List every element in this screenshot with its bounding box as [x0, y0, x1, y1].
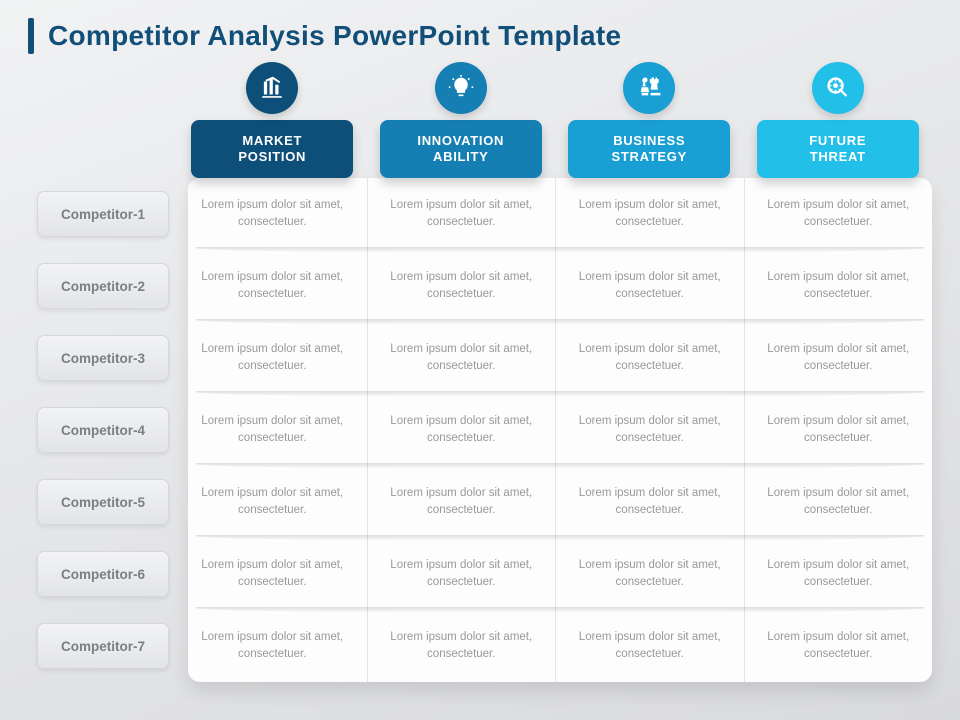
matrix-cell-text: Lorem ipsum dolor sit amet, consectetuer… — [759, 197, 919, 230]
chess-icon — [623, 62, 675, 114]
search-bug-icon — [812, 62, 864, 114]
column-header-label: BUSINESS STRATEGY — [568, 120, 730, 178]
matrix-grid: MARKET POSITION INNOVATION ABILITY BUSINES… — [28, 62, 932, 682]
matrix-cell-text: Lorem ipsum dolor sit amet, consectetuer… — [382, 269, 542, 302]
matrix-cell: Lorem ipsum dolor sit amet, consectetuer… — [744, 394, 933, 466]
bar-chart-icon — [246, 62, 298, 114]
matrix-cell-text: Lorem ipsum dolor sit amet, consectetuer… — [192, 629, 352, 662]
matrix-cell: Lorem ipsum dolor sit amet, consectetuer… — [367, 466, 556, 538]
matrix-cell: Lorem ipsum dolor sit amet, consectetuer… — [555, 394, 744, 466]
header-spacer — [28, 62, 178, 178]
row-label: Competitor-5 — [28, 466, 178, 538]
matrix-cell: Lorem ipsum dolor sit amet, consectetuer… — [367, 322, 556, 394]
matrix-cell-text: Lorem ipsum dolor sit amet, consectetuer… — [382, 629, 542, 662]
matrix-cell: Lorem ipsum dolor sit amet, consectetuer… — [178, 466, 367, 538]
matrix-cell: Lorem ipsum dolor sit amet, consectetuer… — [555, 466, 744, 538]
slide: Competitor Analysis PowerPoint Template … — [0, 0, 960, 720]
matrix-cell: Lorem ipsum dolor sit amet, consectetuer… — [367, 250, 556, 322]
row-label-pill: Competitor-7 — [37, 623, 169, 669]
matrix-cell: Lorem ipsum dolor sit amet, consectetuer… — [744, 538, 933, 610]
matrix-cell: Lorem ipsum dolor sit amet, consectetuer… — [555, 610, 744, 682]
row-label-pill: Competitor-3 — [37, 335, 169, 381]
matrix-cell: Lorem ipsum dolor sit amet, consectetuer… — [178, 394, 367, 466]
matrix-cell-text: Lorem ipsum dolor sit amet, consectetuer… — [759, 629, 919, 662]
matrix-cell: Lorem ipsum dolor sit amet, consectetuer… — [555, 250, 744, 322]
matrix-cell-text: Lorem ipsum dolor sit amet, consectetuer… — [759, 557, 919, 590]
matrix-cell: Lorem ipsum dolor sit amet, consectetuer… — [367, 178, 556, 250]
column-header: INNOVATION ABILITY — [367, 62, 556, 178]
title-wrap: Competitor Analysis PowerPoint Template — [28, 18, 932, 54]
row-label: Competitor-1 — [28, 178, 178, 250]
column-header: BUSINESS STRATEGY — [555, 62, 744, 178]
matrix-cell: Lorem ipsum dolor sit amet, consectetuer… — [744, 466, 933, 538]
matrix-cell-text: Lorem ipsum dolor sit amet, consectetuer… — [192, 269, 352, 302]
column-header-label: INNOVATION ABILITY — [380, 120, 542, 178]
row-label: Competitor-3 — [28, 322, 178, 394]
matrix-cell-text: Lorem ipsum dolor sit amet, consectetuer… — [570, 629, 730, 662]
column-header-label: MARKET POSITION — [191, 120, 353, 178]
matrix-cell-text: Lorem ipsum dolor sit amet, consectetuer… — [759, 269, 919, 302]
matrix-cell-text: Lorem ipsum dolor sit amet, consectetuer… — [382, 197, 542, 230]
matrix-cell: Lorem ipsum dolor sit amet, consectetuer… — [744, 178, 933, 250]
matrix-cell-text: Lorem ipsum dolor sit amet, consectetuer… — [570, 341, 730, 374]
matrix-cell-text: Lorem ipsum dolor sit amet, consectetuer… — [192, 485, 352, 518]
competitor-matrix: MARKET POSITION INNOVATION ABILITY BUSINES… — [28, 62, 932, 682]
row-label: Competitor-2 — [28, 250, 178, 322]
row-label-pill: Competitor-2 — [37, 263, 169, 309]
matrix-cell-text: Lorem ipsum dolor sit amet, consectetuer… — [759, 341, 919, 374]
matrix-cell: Lorem ipsum dolor sit amet, consectetuer… — [744, 610, 933, 682]
matrix-cell-text: Lorem ipsum dolor sit amet, consectetuer… — [570, 557, 730, 590]
matrix-cell-text: Lorem ipsum dolor sit amet, consectetuer… — [759, 485, 919, 518]
matrix-cell: Lorem ipsum dolor sit amet, consectetuer… — [178, 610, 367, 682]
matrix-cell-text: Lorem ipsum dolor sit amet, consectetuer… — [570, 485, 730, 518]
matrix-cell: Lorem ipsum dolor sit amet, consectetuer… — [367, 538, 556, 610]
matrix-cell-text: Lorem ipsum dolor sit amet, consectetuer… — [192, 557, 352, 590]
matrix-cell: Lorem ipsum dolor sit amet, consectetuer… — [744, 322, 933, 394]
matrix-cell-text: Lorem ipsum dolor sit amet, consectetuer… — [570, 197, 730, 230]
matrix-cell-text: Lorem ipsum dolor sit amet, consectetuer… — [192, 341, 352, 374]
row-label-pill: Competitor-1 — [37, 191, 169, 237]
matrix-cell: Lorem ipsum dolor sit amet, consectetuer… — [555, 538, 744, 610]
row-label: Competitor-4 — [28, 394, 178, 466]
matrix-cell: Lorem ipsum dolor sit amet, consectetuer… — [367, 394, 556, 466]
matrix-cell: Lorem ipsum dolor sit amet, consectetuer… — [555, 178, 744, 250]
matrix-cell: Lorem ipsum dolor sit amet, consectetuer… — [178, 322, 367, 394]
matrix-cell-text: Lorem ipsum dolor sit amet, consectetuer… — [382, 557, 542, 590]
matrix-cell: Lorem ipsum dolor sit amet, consectetuer… — [178, 178, 367, 250]
matrix-cell-text: Lorem ipsum dolor sit amet, consectetuer… — [382, 413, 542, 446]
column-header-label: FUTURE THREAT — [757, 120, 919, 178]
title-accent-bar — [28, 18, 34, 54]
column-header: MARKET POSITION — [178, 62, 367, 178]
matrix-cell: Lorem ipsum dolor sit amet, consectetuer… — [178, 250, 367, 322]
matrix-cell-text: Lorem ipsum dolor sit amet, consectetuer… — [192, 197, 352, 230]
slide-title: Competitor Analysis PowerPoint Template — [48, 20, 621, 52]
matrix-cell-text: Lorem ipsum dolor sit amet, consectetuer… — [759, 413, 919, 446]
matrix-cell-text: Lorem ipsum dolor sit amet, consectetuer… — [382, 341, 542, 374]
row-label: Competitor-6 — [28, 538, 178, 610]
matrix-cell: Lorem ipsum dolor sit amet, consectetuer… — [555, 322, 744, 394]
column-header: FUTURE THREAT — [744, 62, 933, 178]
matrix-cell-text: Lorem ipsum dolor sit amet, consectetuer… — [192, 413, 352, 446]
row-label-pill: Competitor-4 — [37, 407, 169, 453]
row-label-pill: Competitor-6 — [37, 551, 169, 597]
matrix-cell: Lorem ipsum dolor sit amet, consectetuer… — [178, 538, 367, 610]
lightbulb-icon — [435, 62, 487, 114]
matrix-cell-text: Lorem ipsum dolor sit amet, consectetuer… — [570, 413, 730, 446]
row-label: Competitor-7 — [28, 610, 178, 682]
matrix-cell-text: Lorem ipsum dolor sit amet, consectetuer… — [382, 485, 542, 518]
matrix-cell-text: Lorem ipsum dolor sit amet, consectetuer… — [570, 269, 730, 302]
matrix-cell: Lorem ipsum dolor sit amet, consectetuer… — [744, 250, 933, 322]
matrix-cell: Lorem ipsum dolor sit amet, consectetuer… — [367, 610, 556, 682]
row-label-pill: Competitor-5 — [37, 479, 169, 525]
